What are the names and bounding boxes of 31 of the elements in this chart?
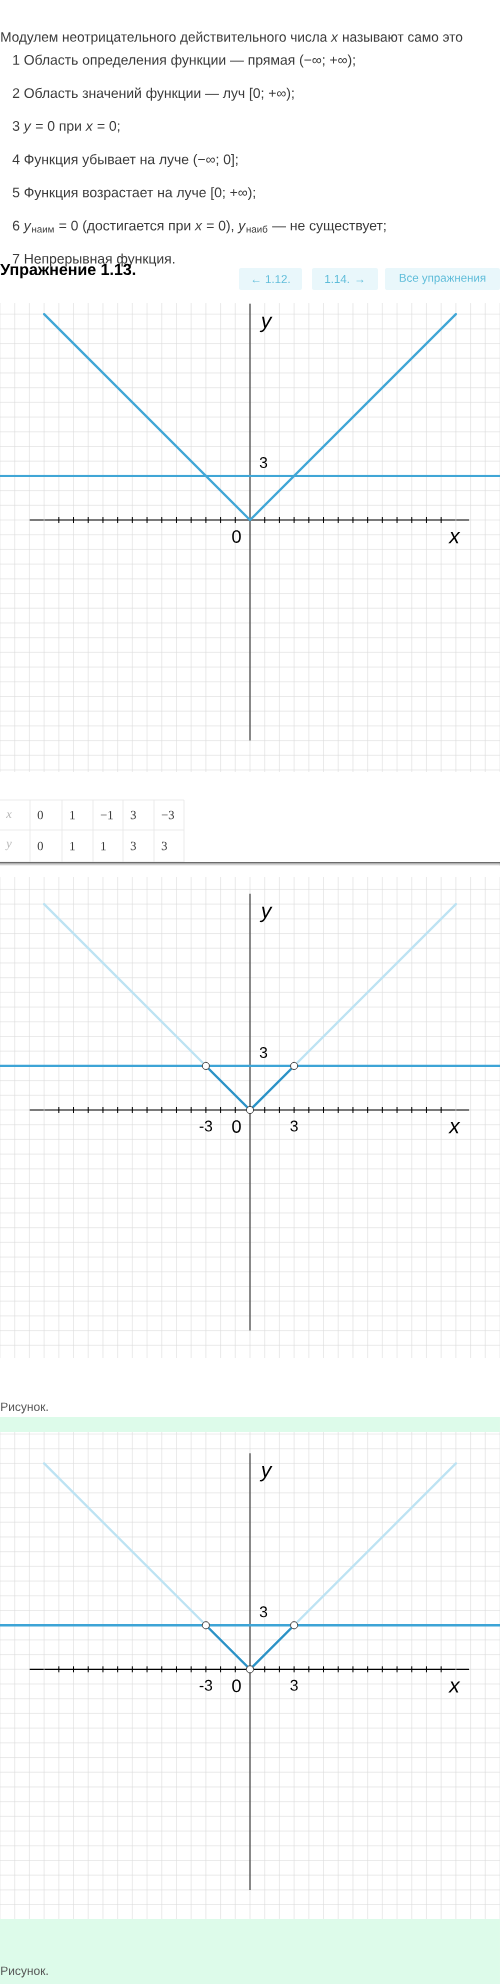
text: 3 bbox=[130, 810, 136, 820]
text: 0 bbox=[232, 1679, 241, 1693]
text: x bbox=[6, 812, 12, 818]
text: 6 y$_{наим}$ = 0 (достигается при x = 0), y$_{наиб}$ — не существует; bbox=[12, 220, 386, 234]
text: Модулем неотрицательного действительного числа x называют само это bbox=[1, 31, 463, 45]
text: Рисунок. bbox=[1, 1402, 48, 1414]
text: 1 Область определения функции — прямая (−∞; +∞); bbox=[13, 54, 355, 68]
text: 5 Функция возрастает на луче [0; +∞); bbox=[12, 187, 255, 201]
text: −1 bbox=[100, 810, 113, 820]
text: −3 bbox=[161, 810, 174, 820]
text: 0 bbox=[37, 810, 43, 820]
x-tick-label: -3 bbox=[199, 1679, 213, 1691]
text: 4 Функция убывает на луче (−∞; 0]; bbox=[12, 153, 238, 168]
annotation: 3 bbox=[259, 1606, 268, 1618]
annotation: 3 bbox=[259, 1047, 268, 1059]
text: 0 bbox=[37, 841, 43, 851]
text: 1 bbox=[70, 841, 75, 851]
text: 1 bbox=[101, 841, 106, 851]
text: y bbox=[5, 841, 12, 851]
text: 1 bbox=[70, 810, 75, 820]
x-axis-title: x bbox=[448, 1681, 461, 1693]
y-axis-title: y bbox=[259, 1466, 273, 1482]
y-axis-title: y bbox=[259, 906, 273, 923]
text: 2 Область значений функции — луч [0; +∞); bbox=[12, 87, 294, 101]
text: 3 bbox=[130, 841, 136, 851]
text: 0 bbox=[232, 1120, 241, 1133]
x-tick-label: -3 bbox=[199, 1120, 213, 1132]
text: Рисунок. bbox=[1, 1966, 48, 1978]
text: 3 y = 0 при x = 0; bbox=[12, 121, 120, 134]
x-axis-title: x bbox=[448, 1122, 461, 1134]
text: 3 bbox=[161, 841, 167, 851]
